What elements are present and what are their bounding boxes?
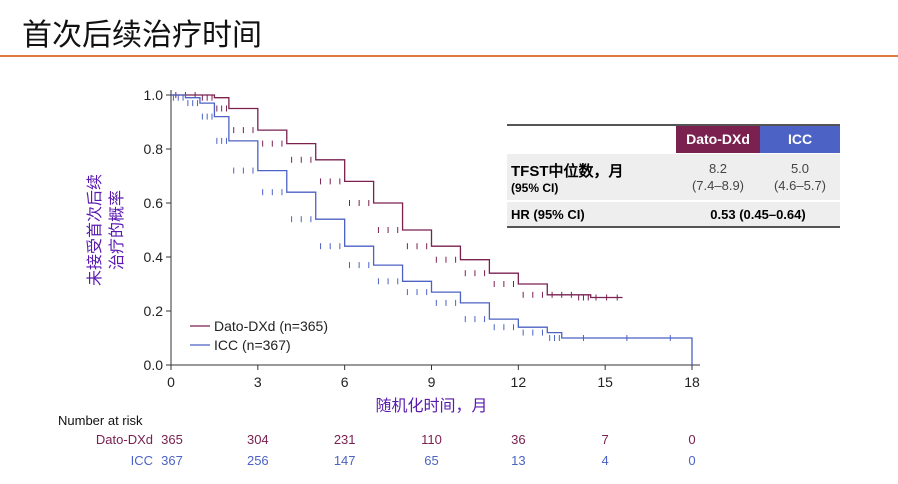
dato-median: 8.2 — [708, 161, 728, 176]
risk-count: 110 — [421, 432, 442, 447]
risk-count: 256 — [247, 453, 269, 468]
y-tick-label: 0.0 — [144, 357, 164, 373]
legend-label: Dato-DXd (n=365) — [214, 318, 328, 334]
x-tick-label: 0 — [167, 374, 175, 390]
x-tick-label: 12 — [511, 374, 527, 390]
x-axis-label: 随机化时间，月 — [375, 397, 487, 415]
risk-count: 4 — [602, 453, 609, 468]
table-header-icc: ICC — [760, 126, 840, 153]
risk-count: 147 — [334, 453, 356, 468]
risk-table-title: Number at risk — [58, 413, 143, 428]
risk-count: 36 — [511, 432, 525, 447]
hr-label: HR (95% CI) — [511, 206, 585, 222]
page-title: 首次后续治疗时间 — [22, 18, 262, 53]
x-tick-label: 15 — [597, 374, 613, 390]
km-curve-dato — [171, 94, 623, 299]
km-curve-icc — [171, 94, 693, 365]
risk-count: 0 — [688, 432, 695, 447]
risk-count: 304 — [247, 432, 269, 447]
y-axis-label: 未接受首次后续 — [86, 174, 104, 286]
risk-count: 7 — [602, 432, 609, 447]
dato-ci: (7.4–8.9) — [691, 178, 745, 193]
risk-count: 0 — [688, 453, 695, 468]
risk-count: 65 — [424, 453, 438, 468]
y-tick-label: 0.6 — [144, 195, 164, 211]
risk-row-label: ICC — [131, 453, 153, 468]
median-label: TFST中位数，月 — [511, 162, 624, 180]
icc-median: 5.0 — [790, 161, 810, 176]
hr-value: 0.53 (0.45–0.64) — [710, 206, 806, 222]
risk-row-label: Dato-DXd — [96, 432, 153, 447]
table-row-hr: HR (95% CI) 0.53 (0.45–0.64) — [507, 200, 840, 228]
y-axis-label: 治疗的概率 — [108, 190, 126, 270]
title-divider — [0, 55, 898, 57]
risk-count: 13 — [511, 453, 525, 468]
x-tick-label: 18 — [684, 374, 700, 390]
risk-count: 231 — [334, 432, 356, 447]
icc-ci: (4.6–5.7) — [773, 178, 827, 193]
y-tick-label: 0.2 — [144, 303, 164, 319]
x-tick-label: 9 — [428, 374, 436, 390]
median-ci-label: (95% CI) — [511, 180, 559, 195]
legend-label: ICC (n=367) — [214, 337, 291, 353]
summary-table: Dato-DXd ICC TFST中位数，月 (95% CI) 8.2 (7.4–8… — [507, 124, 840, 228]
risk-count: 367 — [161, 453, 183, 468]
x-tick-label: 3 — [254, 374, 262, 390]
risk-count: 365 — [161, 432, 183, 447]
x-tick-label: 6 — [341, 374, 349, 390]
y-tick-label: 0.8 — [144, 141, 164, 157]
y-tick-label: 1.0 — [144, 87, 164, 103]
y-tick-label: 0.4 — [144, 249, 164, 265]
table-header-dato: Dato-DXd — [676, 126, 760, 153]
table-row-median: TFST中位数，月 (95% CI) 8.2 (7.4–8.9) 5.0 (4.6–5… — [507, 153, 840, 200]
